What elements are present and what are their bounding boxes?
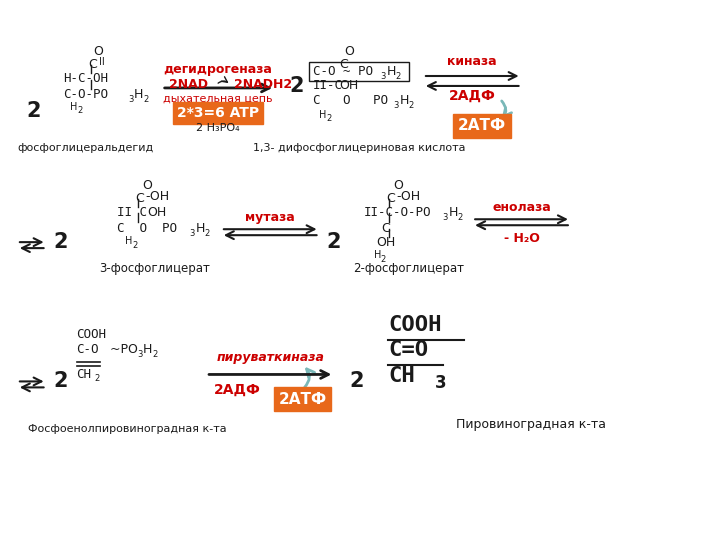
Text: C: C [387,192,395,205]
Text: мутаза: мутаза [246,211,295,224]
Text: 3: 3 [128,96,134,104]
Text: CH: CH [389,367,415,387]
Text: 2: 2 [143,96,148,104]
Text: O: O [393,179,403,192]
Text: II-C: II-C [312,79,343,92]
Text: C: C [88,58,96,71]
Text: C  O  PO: C O PO [117,222,177,235]
Text: C-O ~ PO: C-O ~ PO [312,64,372,78]
Text: 2: 2 [53,372,68,392]
Text: 2: 2 [27,101,41,121]
Text: 2NAD: 2NAD [168,78,207,91]
Text: H: H [320,110,327,120]
Text: H: H [195,222,204,235]
Text: 2: 2 [408,102,413,110]
Text: 2: 2 [152,350,157,359]
Text: C-O: C-O [76,343,99,356]
Text: II C: II C [117,206,148,219]
Text: O: O [344,45,354,58]
Text: 2: 2 [132,241,138,249]
Text: дыхательная цепь: дыхательная цепь [163,94,273,104]
Text: 2: 2 [395,71,400,80]
Text: O: O [142,179,152,192]
Text: OH: OH [339,79,359,92]
Text: 2: 2 [53,232,68,252]
Text: H: H [449,206,458,219]
Text: 3: 3 [443,213,448,222]
Text: пируваткиназа: пируваткиназа [216,351,324,364]
Text: 2: 2 [326,114,332,123]
Text: Пировиноградная к-та: Пировиноградная к-та [456,418,606,431]
Text: - H₂O: - H₂O [503,232,539,245]
Text: фосфоглицеральдегид: фосфоглицеральдегид [18,143,154,153]
Text: C   O   PO: C O PO [312,94,387,107]
Text: OH: OH [147,206,166,219]
Text: H: H [374,250,381,260]
Text: 1,3- дифосфоглицериновая кислота: 1,3- дифосфоглицериновая кислота [253,143,465,153]
Text: Фосфоенолпировиноградная к-та: Фосфоенолпировиноградная к-та [28,424,227,434]
Text: 2*3=6 ATP: 2*3=6 ATP [177,106,259,120]
Text: COOH: COOH [76,328,106,341]
Text: -OH: -OH [396,190,420,203]
Text: -OH: -OH [145,190,169,203]
Text: H-C-OH: H-C-OH [63,72,108,85]
Text: H: H [134,89,143,102]
FancyArrowPatch shape [502,101,512,116]
Text: 2: 2 [457,213,463,222]
Text: 3: 3 [189,229,195,238]
Text: II: II [99,57,104,67]
Text: 3: 3 [381,71,386,80]
Text: 3-фосфоглицерат: 3-фосфоглицерат [99,261,210,274]
Text: 2: 2 [326,232,341,252]
Text: H: H [143,343,153,356]
Text: 2АДФ: 2АДФ [449,89,495,103]
Text: 2 H₃PO₄: 2 H₃PO₄ [196,123,240,133]
Text: 2АДФ: 2АДФ [214,382,261,396]
Text: C: C [382,222,390,235]
Text: ~PO: ~PO [106,343,138,356]
Text: 2-фосфоглицерат: 2-фосфоглицерат [353,261,464,274]
Text: 2: 2 [289,76,303,96]
Text: дегидрогеназа: дегидрогеназа [163,63,272,76]
Text: 2: 2 [204,229,210,238]
Text: O: O [93,45,103,58]
Text: H: H [400,94,409,107]
Text: H: H [387,64,396,78]
Text: II-C-O-PO: II-C-O-PO [364,206,431,219]
Text: COOH: COOH [389,315,442,335]
Text: 2: 2 [349,372,364,392]
Text: C: C [135,192,144,205]
Text: 2АТФ: 2АТФ [458,118,506,133]
Text: C=O: C=O [389,340,428,360]
Text: H: H [125,236,132,246]
Text: киназа: киназа [447,55,497,68]
Text: C: C [339,58,348,71]
Text: CH: CH [76,368,91,381]
Text: 2: 2 [77,106,82,116]
Text: 2АТФ: 2АТФ [279,392,327,407]
Text: 3: 3 [138,350,143,359]
Text: енолаза: енолаза [492,201,551,214]
Text: H: H [70,102,78,112]
FancyArrowPatch shape [305,369,315,387]
Text: 2NADH2: 2NADH2 [234,78,292,91]
Text: 3: 3 [435,374,446,393]
Text: OH: OH [377,235,396,248]
Text: C-O-PO: C-O-PO [63,89,108,102]
Text: 3: 3 [393,102,399,110]
Text: 2: 2 [381,254,386,264]
Text: 2: 2 [95,374,100,383]
